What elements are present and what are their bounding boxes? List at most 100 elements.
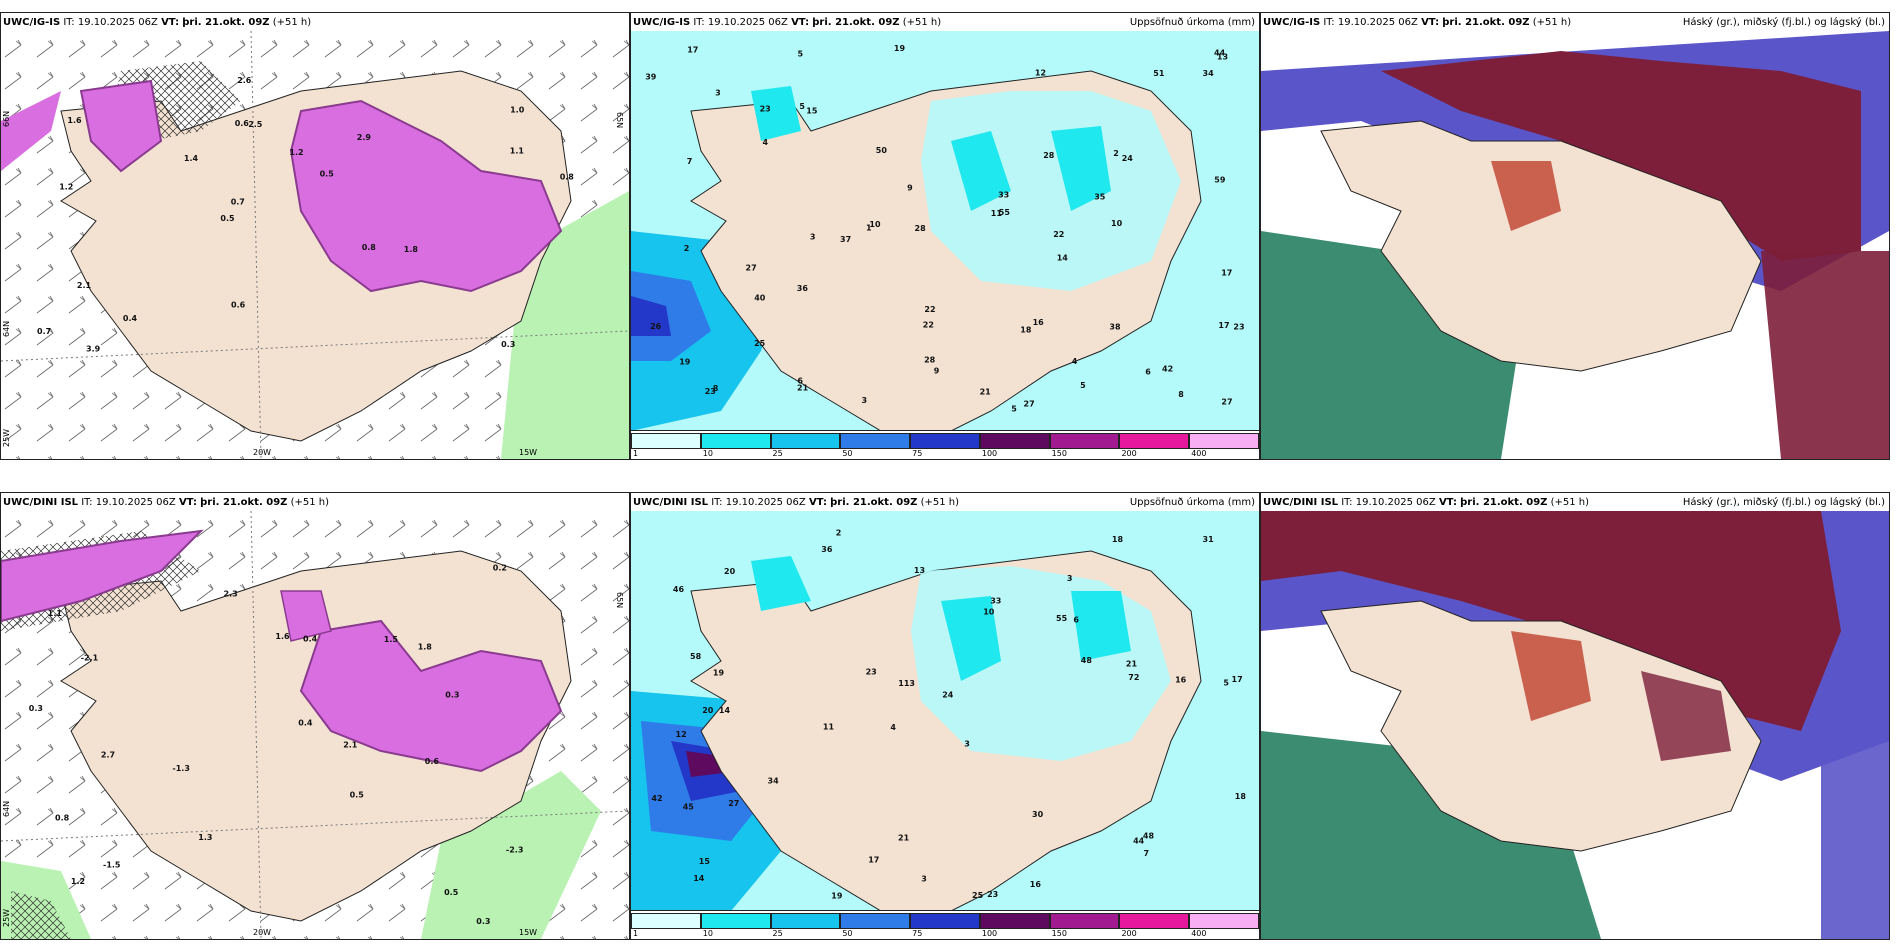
value-label: 48 <box>1143 832 1155 841</box>
snow-area-north <box>280 590 332 642</box>
value-label: 22 <box>923 320 934 329</box>
panel-header: UWC/IG-IS IT: 19.10.2025 06Z VT: þri. 21… <box>633 15 1255 31</box>
colorbar-swatch <box>700 913 771 929</box>
it-label: IT: <box>81 497 93 508</box>
value-label: 33 <box>990 596 1001 605</box>
colorbar-tick: 10 <box>702 449 713 458</box>
lat-label: 64N <box>2 321 11 337</box>
value-label: 10 <box>983 608 995 617</box>
value-labels: 3564533819505191022121172137391813332324… <box>645 44 1244 413</box>
value-label: 21 <box>1126 660 1138 669</box>
high-cloud-over-land <box>1491 161 1561 231</box>
colorbar-tick: 400 <box>1191 449 1207 458</box>
value-label: 1.8 <box>418 643 433 652</box>
value-label: 3.9 <box>86 345 101 354</box>
value-label: 45 <box>683 802 695 811</box>
rain-area <box>421 771 601 939</box>
value-label: 14 <box>719 706 731 715</box>
panel-header: UWC/IG-IS IT: 19.10.2025 06Z VT: þri. 21… <box>3 15 625 31</box>
init-time: 19.10.2025 06Z <box>95 497 176 508</box>
value-label: 21 <box>898 834 910 843</box>
value-label: 25 <box>754 339 766 348</box>
high-cloud-over-land <box>1511 631 1591 721</box>
value-label: 15 <box>806 107 818 116</box>
value-label: 2 <box>1113 149 1119 158</box>
valid-time: þri. 21.okt. 09Z <box>1460 497 1548 508</box>
snow-area-east <box>289 99 563 293</box>
value-label: 22 <box>924 305 935 314</box>
lead-time: (+51 h) <box>290 497 330 508</box>
value-label: 0.8 <box>362 243 377 252</box>
value-label: 40 <box>754 294 766 303</box>
value-label: -2.1 <box>81 653 99 662</box>
valid-time: þri. 21.okt. 09Z <box>1442 17 1530 28</box>
precip-west-cell <box>751 86 801 141</box>
init-time: 19.10.2025 06Z <box>707 17 788 28</box>
it-label: IT: <box>711 497 723 508</box>
value-label: 0.3 <box>445 691 459 700</box>
colorbar-swatch <box>631 913 701 929</box>
value-label: 55 <box>1056 614 1068 623</box>
lat-label: 65N <box>615 592 624 608</box>
snow-area-sea <box>1 91 61 171</box>
value-label: 4 <box>1072 357 1078 366</box>
value-label: 2.7 <box>101 750 115 759</box>
vt-label: VT: <box>178 497 197 508</box>
value-label: 17 <box>1232 675 1243 684</box>
colorbar-swatch <box>840 433 911 449</box>
init-time: 19.10.2025 06Z <box>1355 497 1436 508</box>
value-label: 21 <box>980 388 992 397</box>
value-label: 5 <box>1080 381 1086 390</box>
value-label: 26 <box>650 322 662 331</box>
value-label: 2.5 <box>248 120 263 129</box>
value-label: 27 <box>1221 398 1232 407</box>
value-label: 2.6 <box>237 76 252 85</box>
value-label: 3 <box>810 233 816 242</box>
value-label: 38 <box>1109 323 1121 332</box>
precip-north-cell <box>1051 126 1111 211</box>
value-label: 27 <box>746 264 757 273</box>
value-label: 2 <box>684 244 690 253</box>
colorbar-swatch <box>840 913 911 929</box>
lead-time: (+51 h) <box>920 497 960 508</box>
value-label: 50 <box>876 146 888 155</box>
value-label: 17 <box>687 46 698 55</box>
colorbar-tick: 1 <box>633 929 639 938</box>
value-label: 0.5 <box>350 791 365 800</box>
panel-header: UWC/DINI ISL IT: 19.10.2025 06Z VT: þri.… <box>1263 495 1885 511</box>
colorbar-swatch <box>910 913 980 929</box>
value-label: 20 <box>724 567 736 576</box>
valid-time: þri. 21.okt. 09Z <box>830 497 918 508</box>
value-label: 35 <box>1094 192 1106 201</box>
panel-header: UWC/DINI ISL IT: 19.10.2025 06Z VT: þri.… <box>633 495 1255 511</box>
value-label: 25 <box>972 891 984 900</box>
value-label: 42 <box>651 794 662 803</box>
colorbar-tick: 150 <box>1051 449 1067 458</box>
value-label: 11 <box>823 723 835 732</box>
value-label: 2 <box>836 529 842 538</box>
value-labels: 0.31.21.00.52.93.90.61.22.11.40.70.42.50… <box>37 76 574 354</box>
value-label: 1.3 <box>198 833 212 842</box>
cloud-panel-igis: UWC/IG-IS IT: 19.10.2025 06Z VT: þri. 21… <box>1260 12 1890 460</box>
value-label: 36 <box>821 545 833 554</box>
value-label: 16 <box>1030 880 1042 889</box>
value-label: 5 <box>799 102 805 111</box>
valid-time: þri. 21.okt. 09Z <box>200 497 288 508</box>
colorbar-tick: 50 <box>842 929 853 938</box>
colorbar-swatch <box>1049 433 1120 449</box>
model-name: UWC/IG-IS <box>1263 17 1321 28</box>
value-label: 46 <box>673 585 685 594</box>
value-label: 37 <box>840 235 851 244</box>
value-label: 14 <box>693 874 705 883</box>
precip-west-cell <box>751 556 811 611</box>
value-label: 3 <box>1067 574 1073 583</box>
value-label: 6 <box>1073 615 1079 624</box>
snow-panel-igis: UWC/IG-IS IT: 19.10.2025 06Z VT: þri. 21… <box>0 12 630 460</box>
colorbar-swatch <box>770 913 841 929</box>
value-label: 6 <box>797 376 803 385</box>
value-label: 30 <box>1032 810 1044 819</box>
value-label: 9 <box>934 366 940 375</box>
value-label: 0.8 <box>55 814 70 823</box>
lead-time: (+51 h) <box>272 17 312 28</box>
